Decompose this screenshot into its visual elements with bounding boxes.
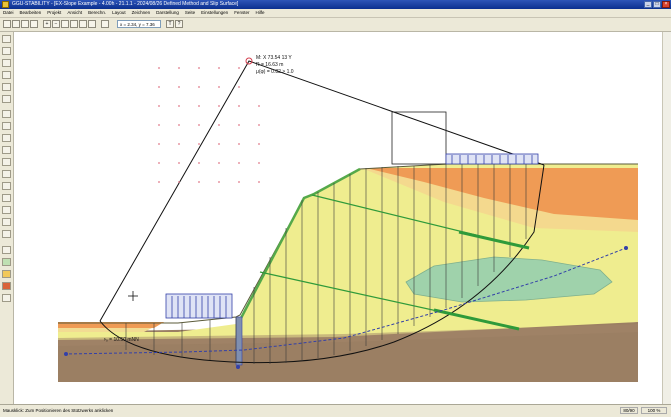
menu-file[interactable]: Datei <box>3 10 14 15</box>
slip-circle-label-1: M: X 73.54 13 Y <box>256 55 292 61</box>
zoom-previous-icon[interactable] <box>88 20 96 28</box>
tool-icon-7[interactable] <box>2 182 11 190</box>
red-tool-icon[interactable] <box>2 282 11 290</box>
vertical-scrollbar[interactable] <box>662 32 671 404</box>
critical-centre-marker <box>245 57 253 65</box>
tool-icon-2[interactable] <box>2 122 11 130</box>
menu-display[interactable]: Darstellung <box>156 10 179 15</box>
minimize-button[interactable]: _ <box>644 1 652 8</box>
status-hint: Mausklick: Zum Positionieren des Stützwe… <box>3 408 114 413</box>
soil-layer-clay-band <box>58 324 638 346</box>
menu-edit[interactable]: Bearbeiten <box>19 10 42 15</box>
slip-circle-label-3: μ(φ) = 0.82 > 1.0 <box>256 69 294 75</box>
crosshair-cursor <box>128 291 138 301</box>
save-icon[interactable] <box>21 20 29 28</box>
grid-icon[interactable] <box>2 47 11 55</box>
surface-load-left <box>165 293 233 319</box>
groundwater-line <box>63 247 627 355</box>
zoom-out-icon[interactable]: − <box>52 20 60 28</box>
tool-icon-5[interactable] <box>2 158 11 166</box>
toolbar: + − x = 2.34, y = 7.36 T ? <box>0 18 671 32</box>
status-page: 80/90 <box>620 407 638 414</box>
window-title: GGU-STABILITY - [EX-Slope Example - 4.00… <box>12 1 239 7</box>
tool-icon-3[interactable] <box>2 134 11 142</box>
arrow-icon[interactable] <box>2 95 11 103</box>
slip-circle-label-2: R = 16.63 m <box>256 62 283 68</box>
status-bar: Mausklick: Zum Positionieren des Stützwe… <box>0 404 671 417</box>
tool-icon-1[interactable] <box>2 110 11 118</box>
open-folder-icon[interactable] <box>12 20 20 28</box>
text-tool-icon[interactable]: T <box>166 20 174 28</box>
slope-icon[interactable] <box>2 71 11 79</box>
groundwater-label: ᶳ₀ = 10.50 mNN <box>104 337 139 343</box>
soil-layers <box>58 164 638 382</box>
menu-page[interactable]: Seite <box>184 10 196 15</box>
coordinates-icon[interactable] <box>101 20 109 28</box>
slope-drawing: M: X 73.54 13 Y R = 16.63 m μ(φ) = 0.82 … <box>58 55 638 382</box>
tool-icon-9[interactable] <box>2 206 11 214</box>
maximize-button[interactable]: □ <box>653 1 661 8</box>
menu-window[interactable]: Fenster <box>234 10 250 15</box>
drawing-canvas[interactable]: M: X 73.54 13 Y R = 16.63 m μ(φ) = 0.82 … <box>14 32 661 404</box>
search-grid <box>158 67 260 183</box>
retaining-wall <box>235 316 243 366</box>
pan-icon[interactable] <box>79 20 87 28</box>
close-button[interactable]: × <box>662 1 670 8</box>
groundwater-markers <box>64 246 628 369</box>
menu-settings[interactable]: Einstellungen <box>201 10 229 15</box>
slip-slices <box>125 164 527 364</box>
title-bar: GGU-STABILITY - [EX-Slope Example - 4.00… <box>0 0 671 9</box>
slope-face-reinforcement <box>238 167 361 321</box>
yellow-tool-icon[interactable] <box>2 270 11 278</box>
new-file-icon[interactable] <box>3 20 11 28</box>
tool-icon-10[interactable] <box>2 218 11 226</box>
layers-icon[interactable] <box>2 35 11 43</box>
green-tool-icon[interactable] <box>2 258 11 266</box>
menu-layout[interactable]: Layout <box>112 10 126 15</box>
menu-bar: Datei Bearbeiten Projekt Ansicht Berechn… <box>0 9 671 18</box>
status-zoom: 100 % <box>641 407 667 414</box>
help-icon[interactable]: ? <box>175 20 183 28</box>
app-icon <box>2 1 9 8</box>
tool-icon-4[interactable] <box>2 146 11 154</box>
tool-icon-11[interactable] <box>2 230 11 238</box>
soil-layer-orange-right <box>366 168 638 220</box>
zoom-window-icon[interactable] <box>61 20 69 28</box>
zoom-in-icon[interactable]: + <box>43 20 51 28</box>
table-icon[interactable] <box>2 59 11 67</box>
green-pen-icon[interactable] <box>2 246 11 254</box>
tool-icon-8[interactable] <box>2 194 11 202</box>
print-icon[interactable] <box>30 20 38 28</box>
soil-anchors <box>259 194 530 331</box>
menu-view[interactable]: Ansicht <box>67 10 83 15</box>
zoom-fit-icon[interactable] <box>70 20 78 28</box>
left-tool-palette <box>0 32 14 404</box>
coordinate-readout: x = 2.34, y = 7.36 <box>117 20 161 28</box>
tool-icon-6[interactable] <box>2 170 11 178</box>
tool-icon-12[interactable] <box>2 294 11 302</box>
menu-help[interactable]: Hilfe <box>255 10 265 15</box>
building-outline <box>391 111 447 165</box>
menu-draw[interactable]: Zeichnen <box>131 10 151 15</box>
points-icon[interactable] <box>2 83 11 91</box>
surface-load-right <box>445 153 539 165</box>
menu-project[interactable]: Projekt <box>47 10 62 15</box>
menu-calculation[interactable]: Berechn. <box>88 10 107 15</box>
window-controls: _ □ × <box>644 1 670 8</box>
